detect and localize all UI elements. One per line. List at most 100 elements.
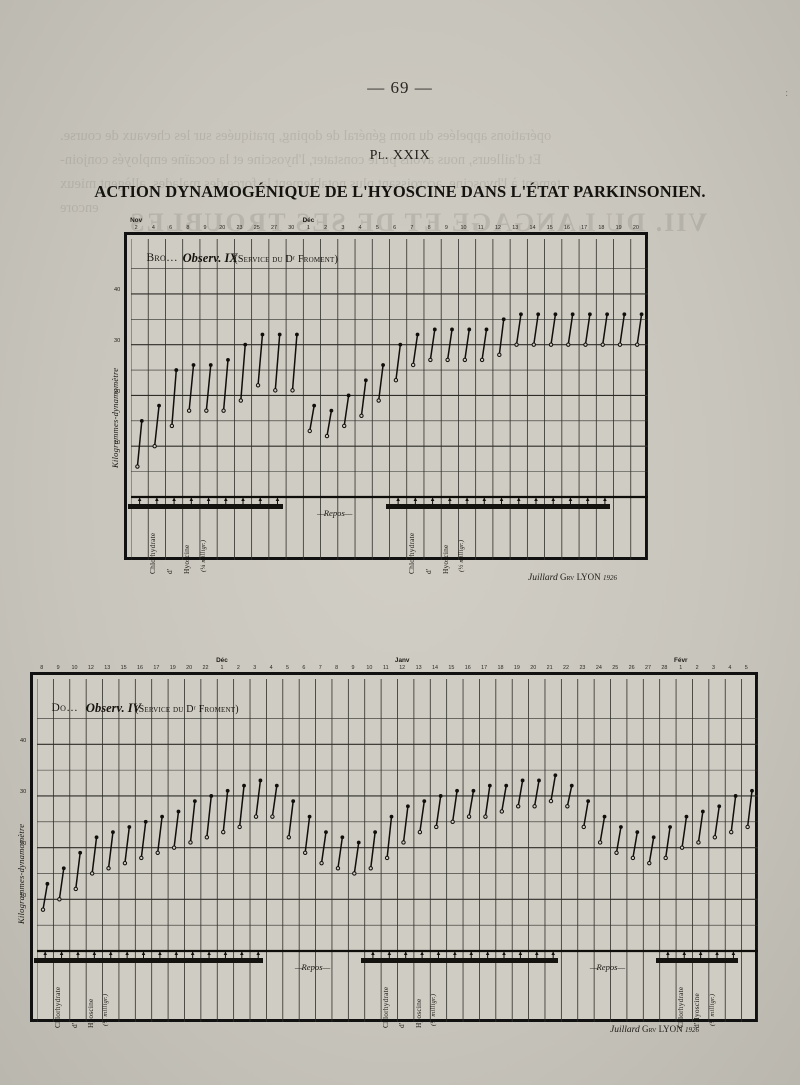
x-axis-tick: 24 — [595, 665, 602, 671]
x-axis-tick: 8 — [427, 225, 431, 231]
x-axis-month-label: Déc — [302, 217, 315, 224]
x-axis-tick: 30 — [288, 225, 295, 231]
x-axis-tick: 18 — [598, 225, 605, 231]
treatment-label-line: Chlorhydrate — [148, 532, 157, 574]
x-axis-tick: 14 — [529, 225, 536, 231]
treatment-label-line: Hyoscine — [413, 997, 423, 1028]
x-axis-tick: 27 — [644, 665, 651, 671]
rest-period-text: Repos — [301, 961, 323, 972]
x-axis-tick: 5 — [375, 225, 379, 231]
data-series-group — [134, 311, 643, 469]
treatment-label-line: d' — [397, 1022, 407, 1028]
x-axis-tick: 8 — [186, 225, 190, 231]
engraver-year: 1926 — [684, 1026, 699, 1034]
x-axis-tick: 6 — [393, 225, 397, 231]
treatment-label-line: (¼ milligr.) — [199, 539, 207, 572]
x-axis-tick: 15 — [546, 225, 553, 231]
x-axis-tick: 1 — [679, 665, 683, 671]
x-axis-tick: 13 — [512, 225, 519, 231]
chart-plate: Do… Observ. IV (Service du Dʳ Froment) Kilo… — [16, 657, 758, 1035]
treatment-period-bar — [33, 957, 263, 963]
plate-label: Pl. XXIX — [369, 148, 431, 163]
x-axis-tick: 12 — [87, 665, 94, 671]
x-axis-tick: 17 — [153, 665, 160, 671]
patient-label: Bro… — [146, 252, 178, 264]
x-axis-tick: 2 — [236, 665, 240, 671]
engraver-name: Juillard — [528, 573, 558, 583]
x-axis-tick: 13 — [104, 665, 111, 671]
x-axis-tick: 10 — [366, 665, 373, 671]
x-axis-tick: 7 — [318, 665, 322, 671]
x-axis-tick: 19 — [513, 665, 520, 671]
x-axis-month-label: Janv — [394, 657, 410, 664]
x-axis-tick: 20 — [186, 665, 193, 671]
engraver-imprint: Grv LYON — [557, 572, 603, 582]
rest-period-label: —Repos— — [589, 961, 625, 972]
y-axis-tick: 40 — [114, 287, 121, 294]
engraver-name: Juillard — [610, 1025, 640, 1035]
x-axis-tick: 19 — [615, 225, 622, 231]
edge-mark: : — [785, 88, 788, 99]
treatment-label-line: (¼ milligr.) — [102, 993, 110, 1026]
x-axis-tick: 15 — [448, 665, 455, 671]
treatment-label-line: d' — [165, 568, 175, 574]
x-axis-tick: 18 — [497, 665, 504, 671]
y-axis-label: Kilogrammes-dynamomètre — [110, 367, 120, 469]
x-axis-tick: 4 — [151, 225, 155, 231]
x-axis-tick: 20 — [219, 225, 226, 231]
treatment-label-line: (½ milligr.) — [708, 993, 716, 1026]
treatment-period-bar — [361, 957, 558, 963]
rest-period-label: —Repos— — [294, 961, 330, 972]
x-axis-tick: 3 — [341, 225, 345, 231]
x-axis-tick: 5 — [744, 665, 748, 671]
rest-period-label: —Repos— — [317, 507, 352, 518]
treatment-period-bar — [127, 503, 283, 509]
x-axis-tick: 9 — [56, 665, 60, 671]
x-axis-tick: 9 — [203, 225, 207, 231]
observation-label: Observ. IX — [182, 251, 238, 265]
chart-gridlines — [130, 238, 648, 560]
x-axis-tick: 25 — [253, 225, 260, 231]
x-axis-tick: 6 — [302, 665, 306, 671]
data-series-group — [40, 772, 754, 912]
x-axis-tick: 16 — [464, 665, 471, 671]
x-axis-tick: 7 — [410, 225, 414, 231]
x-axis-tick: 9 — [444, 225, 448, 231]
x-axis-tick: 20 — [530, 665, 537, 671]
x-axis-tick: 1 — [306, 225, 310, 231]
x-axis-tick: 4 — [269, 665, 273, 671]
y-axis-tick: 20 — [114, 388, 121, 395]
x-axis-month-label: Nov — [130, 217, 143, 224]
treatment-label-line: Chlorhydrate — [53, 986, 63, 1028]
x-axis-tick: 19 — [169, 665, 176, 671]
x-axis-tick: 8 — [40, 665, 44, 671]
x-axis-month-label: Févr — [674, 657, 688, 664]
x-axis-tick: 2 — [324, 225, 328, 231]
y-axis-tick: 30 — [20, 789, 27, 796]
x-axis-tick: 3 — [253, 665, 257, 671]
x-axis-tick: 25 — [612, 665, 619, 671]
engraver-credit: Juillard Grv LYON 1926 — [610, 1024, 699, 1035]
y-axis-tick: 30 — [114, 338, 121, 345]
x-axis-tick: 10 — [460, 225, 467, 231]
x-axis-tick: 11 — [382, 665, 389, 671]
x-axis-tick: 23 — [236, 225, 243, 231]
x-axis-tick: 16 — [137, 665, 143, 671]
treatment-label-line: Chlorhydrate — [380, 986, 390, 1028]
rest-period-text: Repos — [596, 961, 618, 972]
treatment-label-line: d' — [423, 568, 433, 574]
observation-label: Observ. IV — [85, 701, 142, 715]
x-axis-tick: 17 — [581, 225, 588, 231]
treatment-label-line: (½ milligr.) — [458, 539, 466, 572]
x-axis-tick: 1 — [220, 665, 224, 671]
treatment-label-line: (½ milligr.) — [430, 993, 438, 1026]
chart-gridlines — [36, 678, 758, 1022]
x-axis-tick: 11 — [477, 225, 484, 231]
x-axis-tick: 13 — [415, 665, 422, 671]
rest-period-text: Repos — [323, 507, 345, 518]
treatment-period-bar — [656, 957, 739, 963]
treatment-label-line: Chlorhydrate — [675, 986, 685, 1028]
service-label: (Service du Dʳ Froment) — [234, 254, 339, 265]
x-axis-tick: 10 — [71, 665, 78, 671]
x-axis-tick: 27 — [270, 225, 277, 231]
